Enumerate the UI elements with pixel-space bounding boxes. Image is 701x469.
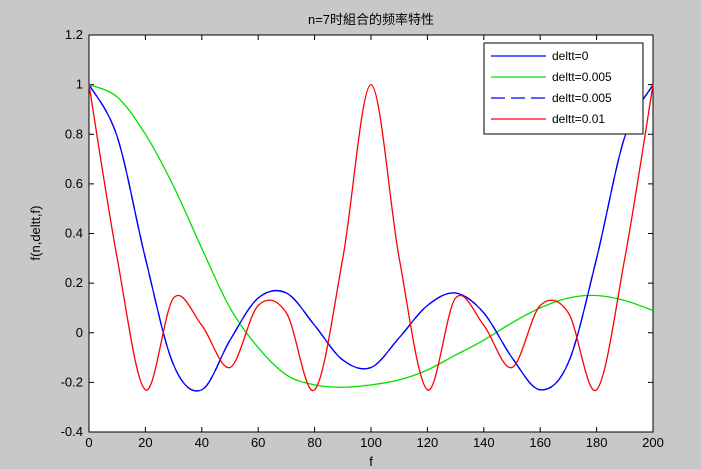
chart-title: n=7时組合的频率特性 <box>308 12 434 27</box>
y-axis-label: f(n,deltt,f) <box>28 206 43 261</box>
x-axis-label: f <box>369 454 373 469</box>
y-tick-label: 0 <box>76 325 83 340</box>
x-tick-label: 120 <box>417 435 439 450</box>
x-tick-label: 140 <box>473 435 495 450</box>
x-tick-label: 200 <box>642 435 664 450</box>
x-tick-label: 180 <box>586 435 608 450</box>
x-tick-label: 160 <box>529 435 551 450</box>
y-tick-label: 1.2 <box>65 27 83 42</box>
x-tick-label: 100 <box>360 435 382 450</box>
legend-label-4: deltt=0.01 <box>552 112 605 126</box>
y-tick-label: -0.4 <box>61 424 83 439</box>
y-tick-label: 0.4 <box>65 226 83 241</box>
x-tick-label: 80 <box>307 435 321 450</box>
y-tick-label: 0.2 <box>65 275 83 290</box>
legend: deltt=0 deltt=0.005 deltt=0.005 deltt=0.01 <box>483 42 644 135</box>
legend-label-2: deltt=0.005 <box>552 70 612 84</box>
y-tick-label: 1 <box>76 77 83 92</box>
x-tick-label: 0 <box>85 435 92 450</box>
series-line-2 <box>88 83 654 388</box>
series-layer <box>88 83 654 392</box>
x-tick-label: 40 <box>195 435 209 450</box>
legend-label-1: deltt=0 <box>552 49 589 63</box>
axis-ticks: 0 20 40 60 80 100 120 140 160 180 200 -0.4 -0.2 0 0.2 0… <box>61 27 664 450</box>
x-tick-label: 60 <box>251 435 265 450</box>
x-tick-label: 20 <box>138 435 152 450</box>
y-tick-label: -0.2 <box>61 374 83 389</box>
series-line-4 <box>88 83 654 392</box>
legend-label-3: deltt=0.005 <box>552 91 612 105</box>
y-tick-label: 0.8 <box>65 126 83 141</box>
y-tick-label: 0.6 <box>65 176 83 191</box>
series-line-3 <box>88 84 654 392</box>
